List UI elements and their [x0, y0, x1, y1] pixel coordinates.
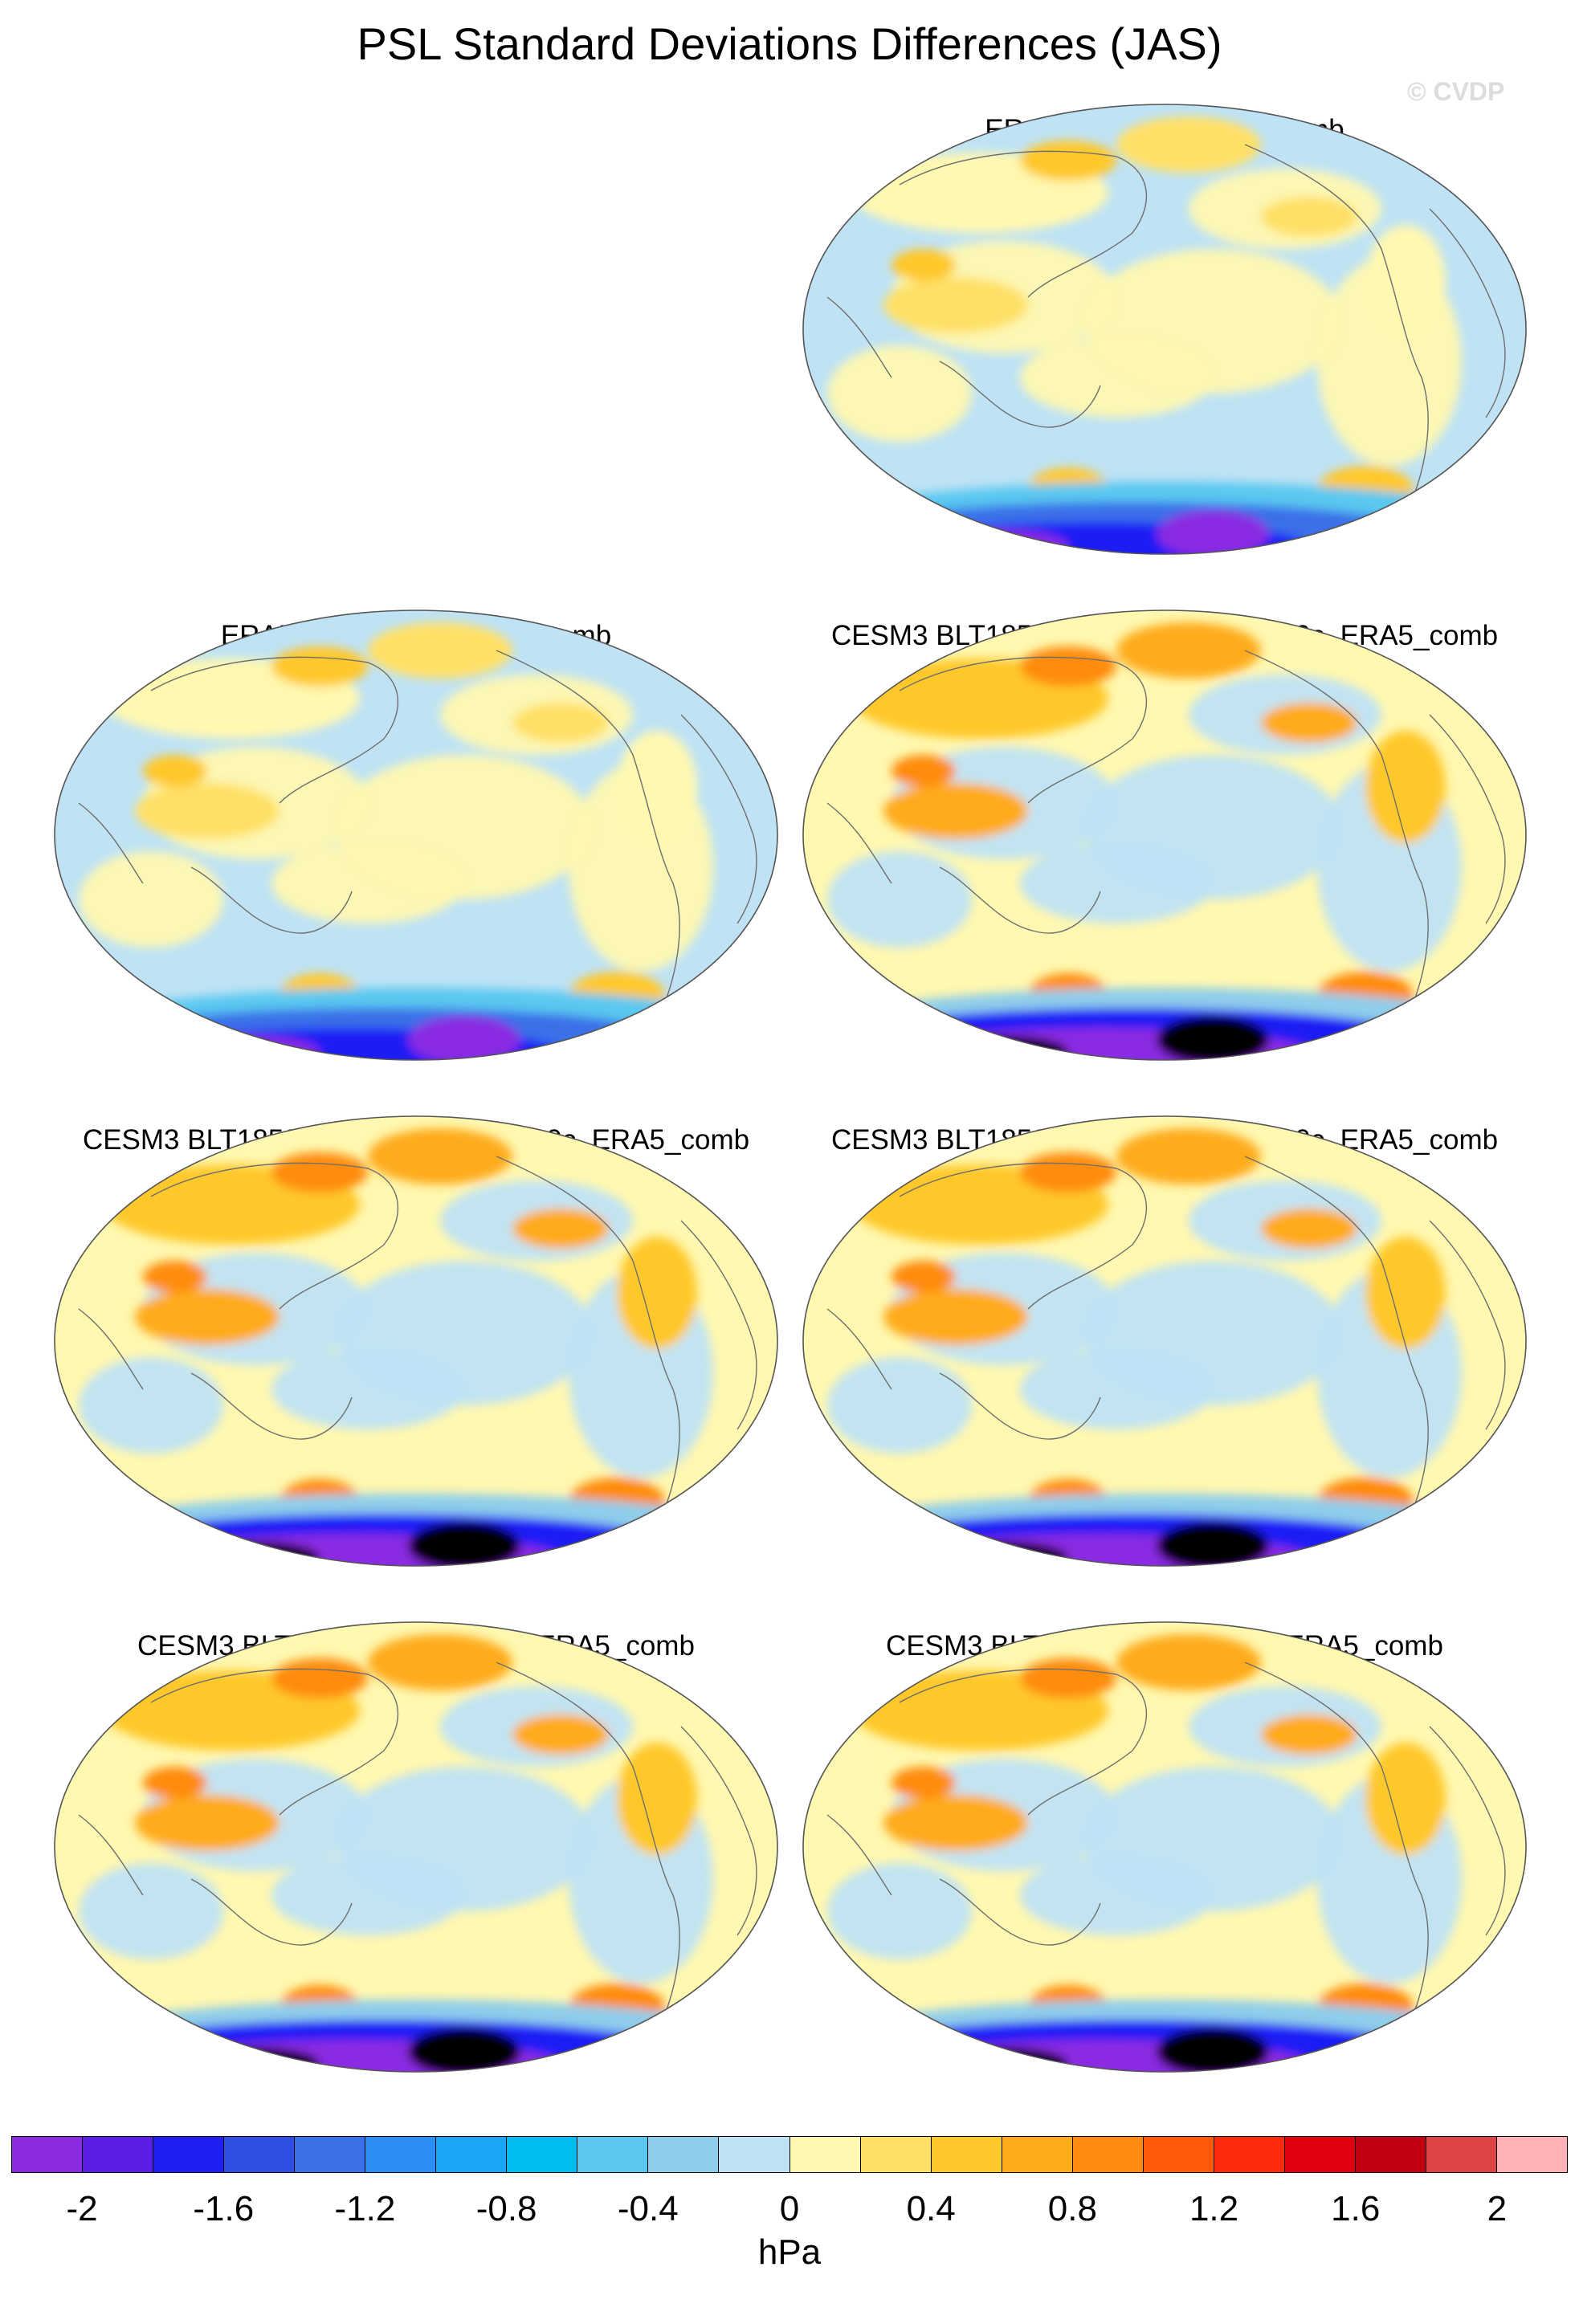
colorbar-tick-label: 1.6 [1331, 2189, 1381, 2228]
colorbar-box [790, 2137, 861, 2172]
colorbar-box [365, 2137, 437, 2172]
colorbar-box [860, 2137, 932, 2172]
map-p6 [54, 1621, 778, 2073]
map-p1 [802, 104, 1527, 555]
colorbar-box [648, 2137, 720, 2172]
colorbar-box [1426, 2137, 1497, 2172]
colorbar-tick-label: 0.4 [906, 2189, 956, 2228]
colorbar-box [153, 2137, 225, 2172]
colorbar-tick-label: -1.2 [334, 2189, 396, 2228]
colorbar [11, 2136, 1568, 2173]
page-title: PSL Standard Deviations Differences (JAS… [357, 18, 1222, 69]
colorbar-box [1214, 2137, 1285, 2172]
colorbar-tick-label: 0.8 [1047, 2189, 1097, 2228]
colorbar-box [1072, 2137, 1144, 2172]
colorbar-tick-label: -2 [66, 2189, 98, 2228]
colorbar-box [507, 2137, 578, 2172]
colorbar-box [1284, 2137, 1356, 2172]
map-p5 [802, 1115, 1527, 1567]
colorbar-tick-label: -0.4 [617, 2189, 679, 2228]
colorbar-box [931, 2137, 1002, 2172]
colorbar-box [224, 2137, 296, 2172]
colorbar-box [295, 2137, 366, 2172]
colorbar-box [436, 2137, 508, 2172]
map-p7 [802, 1621, 1527, 2073]
cvdp-watermark: © CVDP [1407, 77, 1505, 106]
map-p3 [802, 610, 1527, 1061]
colorbar-tick-label: -1.6 [193, 2189, 255, 2228]
colorbar-box [1355, 2137, 1426, 2172]
colorbar-units: hPa [757, 2232, 822, 2272]
colorbar-tick-label: 0 [779, 2189, 800, 2228]
colorbar-box [83, 2137, 154, 2172]
map-p2 [54, 610, 778, 1061]
colorbar-tick-label: -0.8 [475, 2189, 537, 2228]
colorbar-box [719, 2137, 790, 2172]
colorbar-box [1002, 2137, 1073, 2172]
colorbar-box [12, 2137, 84, 2172]
colorbar-box [1143, 2137, 1214, 2172]
colorbar-box [577, 2137, 649, 2172]
colorbar-tick-label: 1.2 [1189, 2189, 1239, 2228]
colorbar-tick-label: 2 [1487, 2189, 1508, 2228]
colorbar-box [1496, 2137, 1568, 2172]
map-p4 [54, 1115, 778, 1567]
